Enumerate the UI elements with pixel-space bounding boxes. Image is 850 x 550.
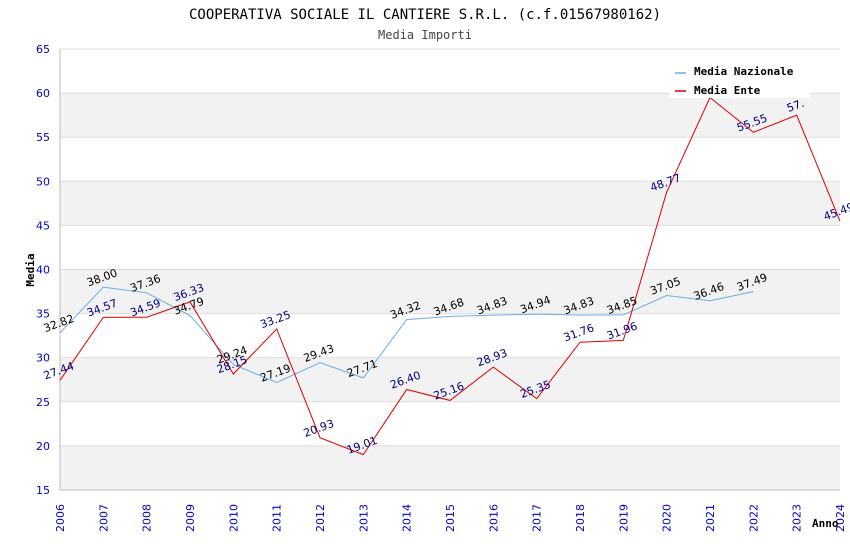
band <box>60 269 840 314</box>
band <box>60 313 840 358</box>
y-tick-label: 20 <box>36 440 50 453</box>
x-tick-label: 2010 <box>227 504 240 532</box>
y-tick-label: 45 <box>36 219 50 232</box>
x-tick-label: 2020 <box>661 504 674 532</box>
chart-title: COOPERATIVA SOCIALE IL CANTIERE S.R.L. (… <box>189 7 661 23</box>
x-tick-label: 2019 <box>617 504 630 532</box>
x-tick-label: 2018 <box>574 504 587 532</box>
data-label: 57. <box>785 97 806 115</box>
legend-box <box>669 60 810 98</box>
x-tick-label: 2023 <box>791 504 804 532</box>
series-line-media-nazionale <box>59 286 754 384</box>
y-tick-label: 65 <box>36 43 50 56</box>
y-tick-label: 35 <box>36 308 50 321</box>
y-tick-label: 60 <box>36 87 50 100</box>
x-axis-label: Anno <box>812 517 839 530</box>
band <box>60 225 840 270</box>
band <box>60 181 840 226</box>
y-tick-labels: 15 20 25 30 35 40 45 50 55 60 65 <box>36 43 50 497</box>
y-tick-label: 25 <box>36 396 50 409</box>
y-tick-label: 15 <box>36 484 50 497</box>
x-tick-label: 2016 <box>487 504 500 532</box>
x-tick-label: 2006 <box>54 504 67 532</box>
x-tick-label: 2015 <box>444 504 457 532</box>
legend-label-media-ente: Media Ente <box>694 84 761 97</box>
x-tick-label: 2012 <box>314 504 327 532</box>
y-tick-label: 40 <box>36 264 50 277</box>
x-tick-label: 2011 <box>271 504 284 532</box>
band <box>60 401 840 446</box>
band <box>60 93 840 138</box>
chart-subtitle: Media Importi <box>378 28 472 42</box>
x-tick-label: 2008 <box>141 504 154 532</box>
x-tick-label: 2007 <box>97 504 110 532</box>
y-axis-label: Media <box>24 253 37 286</box>
x-tick-label: 2017 <box>531 504 544 532</box>
x-tick-label: 2014 <box>401 504 414 532</box>
background-bands <box>60 49 840 490</box>
x-tick-label: 2024 <box>834 504 847 532</box>
x-tick-label: 2022 <box>747 504 760 532</box>
x-tick-labels: 2006 2007 2008 2009 2010 2011 2012 2013 2014 2015… <box>54 504 847 532</box>
band <box>60 445 840 490</box>
band <box>60 357 840 402</box>
legend: Media Nazionale Media Ente <box>669 60 810 98</box>
y-tick-label: 55 <box>36 131 50 144</box>
x-tick-label: 2009 <box>184 504 197 532</box>
x-tick-label: 2021 <box>704 504 717 532</box>
y-tick-label: 30 <box>36 352 50 365</box>
x-tick-label: 2013 <box>357 504 370 532</box>
y-tick-label: 50 <box>36 175 50 188</box>
band <box>60 137 840 182</box>
legend-label-media-nazionale: Media Nazionale <box>694 65 794 78</box>
